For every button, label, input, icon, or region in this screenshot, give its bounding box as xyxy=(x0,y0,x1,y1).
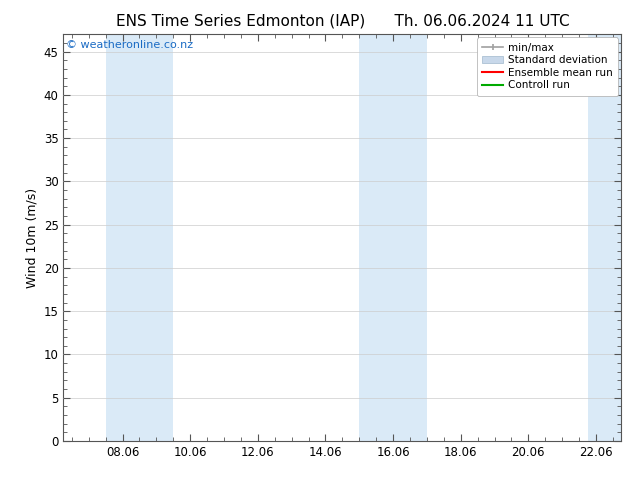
Bar xyxy=(106,34,173,441)
Y-axis label: Wind 10m (m/s): Wind 10m (m/s) xyxy=(25,188,38,288)
Bar xyxy=(588,34,621,441)
Title: ENS Time Series Edmonton (IAP)      Th. 06.06.2024 11 UTC: ENS Time Series Edmonton (IAP) Th. 06.06… xyxy=(115,14,569,29)
Text: © weatheronline.co.nz: © weatheronline.co.nz xyxy=(66,40,193,50)
Legend: min/max, Standard deviation, Ensemble mean run, Controll run: min/max, Standard deviation, Ensemble me… xyxy=(477,37,618,96)
Bar xyxy=(359,34,427,441)
